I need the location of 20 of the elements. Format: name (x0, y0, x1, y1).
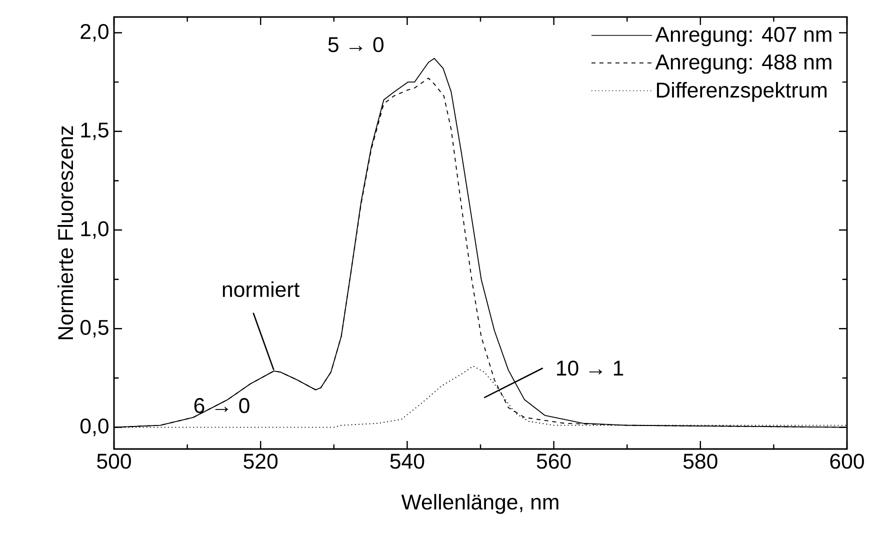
y-tick-label: 2,0 (80, 24, 108, 42)
x-tick-label: 500 (97, 454, 131, 469)
x-tick-label: 540 (390, 454, 424, 469)
x-tick-label: 520 (244, 454, 278, 469)
y-tick-label: 1,0 (81, 221, 108, 239)
legend-label: Anregung: 407 nm (655, 26, 832, 46)
legend-label: Differenzspektrum (656, 82, 827, 102)
annotation: 5 → 0 (328, 37, 384, 52)
y-axis-title: Normierte Fluoreszenz (57, 126, 74, 340)
legend-label: Anregung: 488 nm (655, 54, 832, 74)
x-tick-label: 600 (830, 454, 864, 469)
annotation: normiert (222, 281, 300, 298)
x-tick-label: 580 (683, 454, 718, 469)
x-tick-label: 560 (536, 454, 571, 469)
annotation: 10 → 1 (557, 360, 624, 376)
annotation: 6 → 0 (194, 398, 250, 414)
y-tick-label: 0,0 (80, 418, 108, 436)
y-tick-label: 0,5 (80, 320, 108, 338)
x-axis-title: Wellenlänge, nm (401, 494, 558, 514)
y-tick-label: 1,5 (81, 122, 108, 140)
